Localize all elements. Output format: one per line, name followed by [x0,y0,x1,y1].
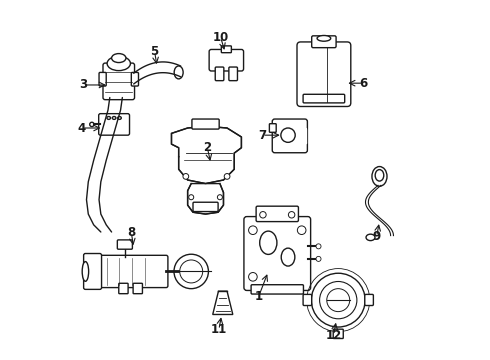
Text: 6: 6 [359,77,368,90]
Circle shape [224,174,230,179]
FancyBboxPatch shape [251,285,303,294]
FancyBboxPatch shape [209,49,244,71]
Text: 5: 5 [150,45,159,58]
FancyBboxPatch shape [96,255,168,288]
Text: 2: 2 [203,141,211,154]
FancyBboxPatch shape [215,67,224,81]
Ellipse shape [317,36,331,41]
Circle shape [248,273,257,281]
Ellipse shape [90,122,94,127]
Polygon shape [213,291,233,315]
Circle shape [316,256,321,261]
FancyBboxPatch shape [221,46,231,53]
Circle shape [189,195,194,200]
Text: 1: 1 [255,290,263,303]
Text: 7: 7 [258,129,266,142]
Circle shape [311,273,365,327]
Ellipse shape [375,170,384,181]
FancyBboxPatch shape [244,217,311,291]
Ellipse shape [281,248,295,266]
Text: 12: 12 [325,329,342,342]
FancyBboxPatch shape [192,119,219,129]
Circle shape [260,212,266,218]
FancyBboxPatch shape [84,253,101,289]
FancyBboxPatch shape [270,124,276,132]
Text: 4: 4 [78,122,86,135]
FancyBboxPatch shape [229,67,238,81]
Ellipse shape [82,262,89,281]
FancyBboxPatch shape [296,129,306,143]
FancyBboxPatch shape [98,114,129,135]
FancyBboxPatch shape [272,119,307,153]
FancyBboxPatch shape [103,63,135,100]
FancyBboxPatch shape [256,206,298,222]
Ellipse shape [112,54,126,63]
FancyBboxPatch shape [99,72,106,86]
Ellipse shape [260,231,277,255]
FancyBboxPatch shape [297,42,351,107]
FancyBboxPatch shape [193,202,218,212]
Ellipse shape [372,167,387,186]
FancyBboxPatch shape [131,72,139,86]
Circle shape [327,289,350,312]
Circle shape [316,244,321,249]
Ellipse shape [107,56,130,71]
FancyBboxPatch shape [333,329,343,338]
Ellipse shape [366,234,375,240]
FancyBboxPatch shape [117,240,132,249]
Text: 11: 11 [211,323,227,336]
Ellipse shape [107,117,111,120]
Circle shape [180,260,203,283]
Ellipse shape [174,66,183,79]
Text: 8: 8 [127,226,135,239]
Circle shape [183,174,189,179]
Circle shape [218,195,222,200]
Ellipse shape [281,128,295,142]
FancyBboxPatch shape [303,294,312,306]
Circle shape [174,254,208,289]
Circle shape [248,226,257,234]
Text: 3: 3 [79,78,87,91]
Polygon shape [188,184,223,214]
Ellipse shape [112,117,116,120]
FancyBboxPatch shape [312,36,336,48]
Ellipse shape [118,117,122,120]
Text: 10: 10 [213,31,229,44]
FancyBboxPatch shape [303,94,344,103]
Circle shape [289,212,295,218]
Text: 9: 9 [372,230,381,243]
Circle shape [297,226,306,234]
FancyBboxPatch shape [119,283,128,294]
FancyBboxPatch shape [133,283,143,294]
Circle shape [319,282,357,319]
Polygon shape [172,126,242,184]
FancyBboxPatch shape [365,294,373,306]
